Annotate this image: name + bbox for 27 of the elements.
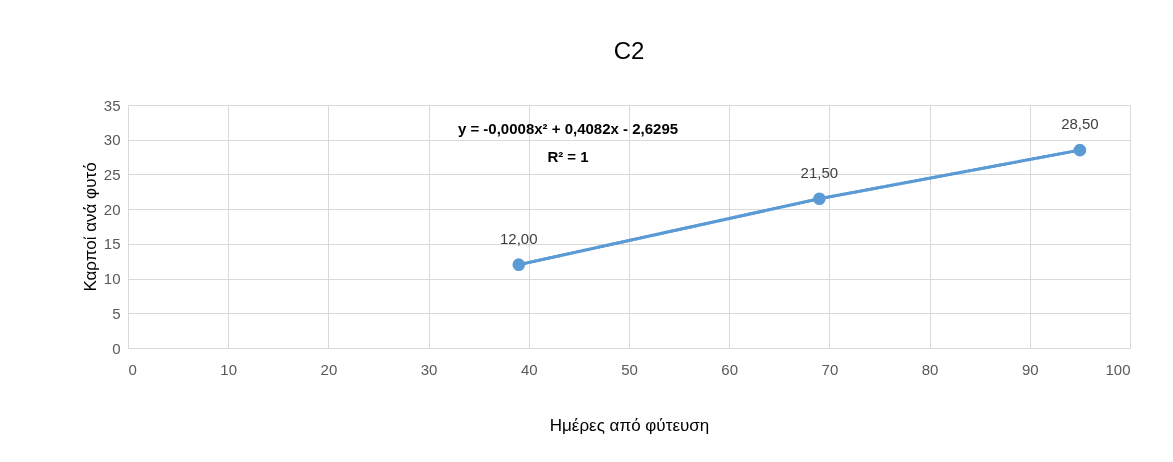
x-tick-label: 60 bbox=[721, 360, 739, 378]
y-tick-label: 35 bbox=[103, 96, 121, 114]
data-label: 28,50 bbox=[1061, 115, 1099, 133]
x-tick-label: 90 bbox=[1021, 360, 1039, 378]
x-tick-label: 10 bbox=[220, 360, 238, 378]
annotation: y = -0,0008x² + 0,4082x - 2,6295 bbox=[457, 120, 679, 137]
y-tick-label: 5 bbox=[112, 304, 121, 322]
data-label: 12,00 bbox=[500, 229, 538, 247]
x-tick-label: 30 bbox=[420, 360, 438, 378]
data-label: 21,50 bbox=[800, 163, 839, 181]
x-tick-label: 40 bbox=[520, 360, 538, 378]
y-tick-label: 30 bbox=[103, 131, 121, 149]
y-tick-label: 10 bbox=[103, 270, 121, 288]
y-tick-label: 25 bbox=[103, 165, 121, 183]
x-axis-title: Ημέρες από φύτευση bbox=[549, 415, 710, 435]
x-tick-label: 0 bbox=[128, 360, 137, 378]
y-axis-title: Καρποί ανά φυτό bbox=[80, 162, 100, 292]
y-tick-label: 20 bbox=[103, 200, 121, 218]
x-tick-label: 70 bbox=[821, 360, 839, 378]
x-tick-label: 20 bbox=[320, 360, 338, 378]
x-tick-label: 80 bbox=[921, 360, 939, 378]
y-tick-label: 0 bbox=[112, 339, 121, 357]
y-tick-label: 15 bbox=[103, 235, 121, 253]
annotation: R² = 1 bbox=[547, 148, 589, 165]
x-tick-label: 50 bbox=[621, 360, 638, 378]
chart-title: C2 bbox=[613, 37, 645, 64]
x-tick-label: 100 bbox=[1105, 360, 1131, 378]
